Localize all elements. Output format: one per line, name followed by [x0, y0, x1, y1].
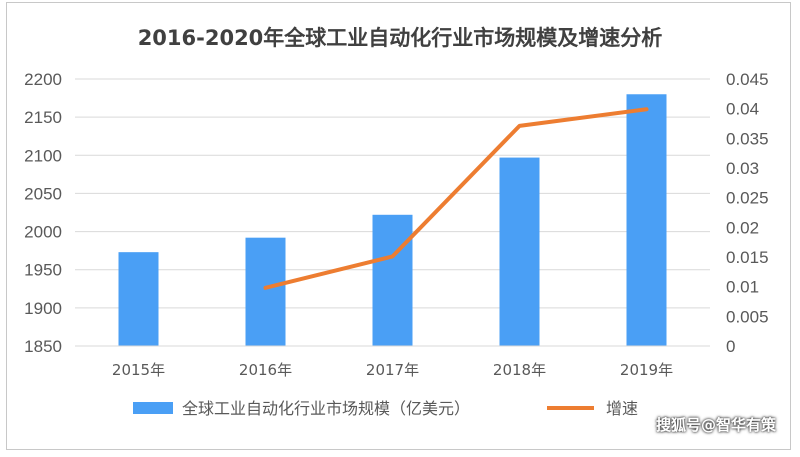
- y-right-tick-label: 0.03: [726, 159, 759, 178]
- x-tick-label: 2019年: [620, 361, 673, 379]
- bar: [499, 157, 540, 346]
- line-series: [263, 107, 649, 290]
- y-left-tick-label: 1950: [24, 261, 62, 280]
- y-axis-right: 0.045 0.04 0.035 0.03 0.025 0.02 0.015 0.01 0.00…: [726, 70, 769, 356]
- y-left-tick-label: 2100: [24, 146, 62, 165]
- y-left-tick-label: 1900: [24, 299, 62, 318]
- bar: [118, 252, 159, 346]
- y-axis-left: 2200 2150 2100 2050 2000 1950 1900 1850: [24, 70, 62, 356]
- y-left-tick-label: 2200: [24, 70, 62, 89]
- legend-swatch-bar: [133, 402, 173, 414]
- x-tick-label: 2017年: [366, 361, 419, 379]
- bar: [372, 214, 413, 346]
- y-right-tick-label: 0.005: [726, 307, 769, 326]
- x-tick-label: 2016年: [239, 361, 292, 379]
- y-right-tick-label: 0.035: [726, 129, 769, 148]
- x-tick-label: 2015年: [112, 361, 165, 379]
- y-right-tick-label: 0: [726, 337, 735, 356]
- y-right-tick-label: 0.015: [726, 248, 769, 267]
- growth-line: [263, 107, 649, 290]
- y-right-tick-label: 0.02: [726, 218, 759, 237]
- x-axis: 2015年 2016年 2017年 2018年 2019年: [75, 345, 710, 379]
- y-left-tick-label: 1850: [24, 337, 62, 356]
- legend: 全球工业自动化行业市场规模（亿美元） 增速: [133, 399, 638, 418]
- y-right-tick-label: 0.01: [726, 278, 759, 297]
- legend-label-line: 增速: [606, 399, 638, 418]
- y-left-tick-label: 2050: [24, 184, 62, 203]
- bar-series: [118, 94, 667, 346]
- bar: [626, 94, 667, 346]
- chart-title: 2016-2020年全球工业自动化行业市场规模及增速分析: [137, 26, 663, 50]
- x-tick-label: 2018年: [493, 361, 546, 379]
- y-left-tick-label: 2000: [24, 223, 62, 242]
- legend-label-bar: 全球工业自动化行业市场规模（亿美元）: [182, 399, 470, 418]
- watermark: 搜狐号@智华有策: [655, 416, 776, 434]
- y-right-tick-label: 0.045: [726, 70, 769, 89]
- y-right-tick-label: 0.04: [726, 100, 759, 119]
- y-right-tick-label: 0.025: [726, 189, 769, 208]
- y-left-tick-label: 2150: [24, 108, 62, 127]
- bar: [245, 237, 286, 346]
